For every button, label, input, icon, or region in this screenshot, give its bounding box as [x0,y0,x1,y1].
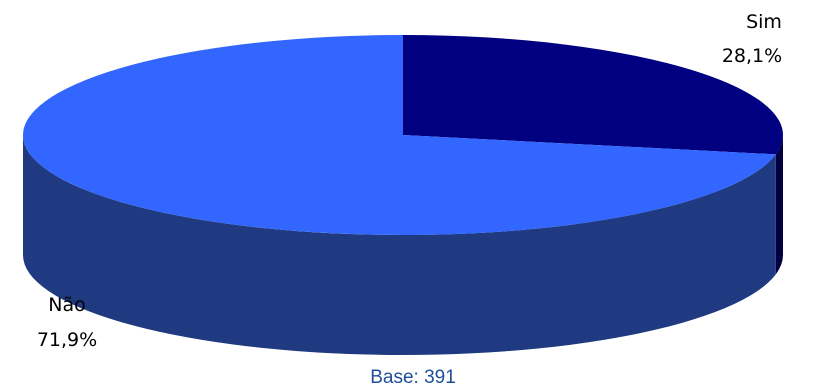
pie-slice-sim [403,35,784,155]
slice-value-sim: 28,1% [722,45,782,67]
base-footer: Base: 391 [370,367,456,388]
slice-label-sim: Sim [746,11,782,33]
pie-slice-n-o [22,35,776,236]
pie-sides [23,135,783,355]
slice-value-nao: 71,9% [37,329,97,351]
pie-tops [22,35,784,236]
slice-label-nao: Não [48,294,85,316]
pie-side-n-o [23,135,776,355]
pie-side-sim [775,135,783,275]
